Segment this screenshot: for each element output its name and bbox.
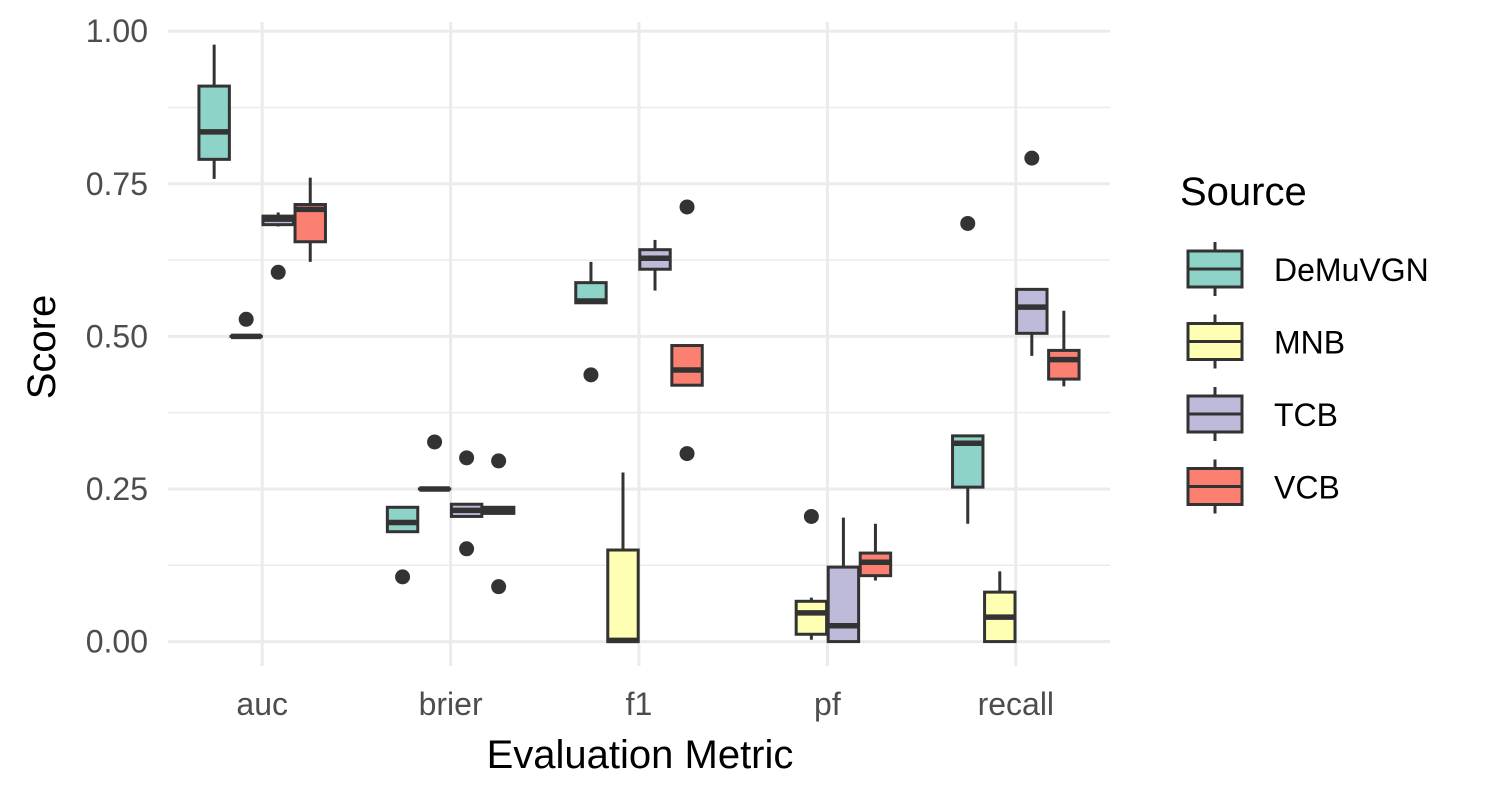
box-demuvgn-auc <box>197 44 231 179</box>
box-rect <box>1015 287 1049 335</box>
outlier-point <box>583 367 599 383</box>
box-vcb-recall <box>1047 310 1081 387</box>
box-tcb-brier <box>449 450 484 557</box>
legend-label: VCB <box>1274 470 1340 506</box>
box-rect <box>606 548 640 644</box>
x-axis-ticks: auc brier f1 pf recall <box>236 686 1054 722</box>
box-mnb-recall <box>983 571 1017 644</box>
outlier-point <box>427 434 443 450</box>
box-tcb-recall <box>1015 150 1049 356</box>
box-vcb-f1 <box>670 199 704 462</box>
y-tick-label: 0.75 <box>86 166 148 202</box>
box-rect <box>197 84 231 161</box>
box-demuvgn-f1 <box>574 261 608 383</box>
outlier-point <box>270 264 286 280</box>
box-rect <box>385 505 420 534</box>
legend-item-tcb: TCB <box>1186 387 1338 441</box>
legend: Source DeMuVGN MNB TCB VCB <box>1180 170 1429 514</box>
outlier-point <box>491 453 507 469</box>
x-tick-label: f1 <box>626 686 653 722</box>
x-axis-title: Evaluation Metric <box>487 733 794 777</box>
box-mnb-brier <box>417 434 452 492</box>
box-rect <box>1047 348 1081 381</box>
outlier-point <box>803 508 819 524</box>
x-tick-label: recall <box>978 686 1054 722</box>
box-demuvgn-recall <box>951 215 985 524</box>
legend-label: TCB <box>1274 397 1338 433</box>
y-tick-label: 0.00 <box>86 624 148 660</box>
box-vcb-pf <box>858 523 893 581</box>
outlier-point <box>491 579 507 595</box>
x-tick-label: pf <box>814 686 841 722</box>
legend-items: DeMuVGN MNB TCB VCB <box>1186 242 1429 514</box>
outlier-point <box>238 311 254 327</box>
box-rect <box>670 344 704 387</box>
box-tcb-auc <box>261 212 295 280</box>
box-demuvgn-brier <box>385 505 420 585</box>
box-mnb-pf <box>794 508 829 640</box>
box-mnb-auc <box>229 311 263 340</box>
legend-label: DeMuVGN <box>1274 252 1429 288</box>
outlier-point <box>459 450 475 466</box>
legend-item-vcb: VCB <box>1186 459 1340 514</box>
outlier-point <box>1024 150 1040 166</box>
outlier-point <box>679 446 695 462</box>
box-mnb-f1 <box>606 472 640 644</box>
y-tick-label: 0.50 <box>86 318 148 354</box>
x-tick-label: auc <box>236 686 288 722</box>
outlier-point <box>679 199 695 215</box>
box-vcb-brier <box>481 453 516 595</box>
y-axis-ticks: 0.00 0.25 0.50 0.75 1.00 <box>86 13 148 659</box>
box-tcb-f1 <box>638 239 672 291</box>
outlier-point <box>395 569 411 585</box>
box-rect <box>826 565 861 644</box>
y-axis-title: Score <box>20 295 64 400</box>
y-tick-label: 1.00 <box>86 13 148 49</box>
x-tick-label: brier <box>419 686 483 722</box>
boxes <box>197 44 1081 644</box>
box-rect <box>794 599 829 636</box>
outlier-point <box>960 215 976 231</box>
legend-title: Source <box>1180 170 1307 214</box>
box-tcb-pf <box>826 517 861 644</box>
legend-item-mnb: MNB <box>1186 314 1345 369</box>
y-tick-label: 0.25 <box>86 471 148 507</box>
outlier-point <box>459 541 475 557</box>
legend-label: MNB <box>1274 325 1345 361</box>
legend-item-demuvgn: DeMuVGN <box>1186 242 1429 296</box>
box-vcb-auc <box>293 177 327 262</box>
